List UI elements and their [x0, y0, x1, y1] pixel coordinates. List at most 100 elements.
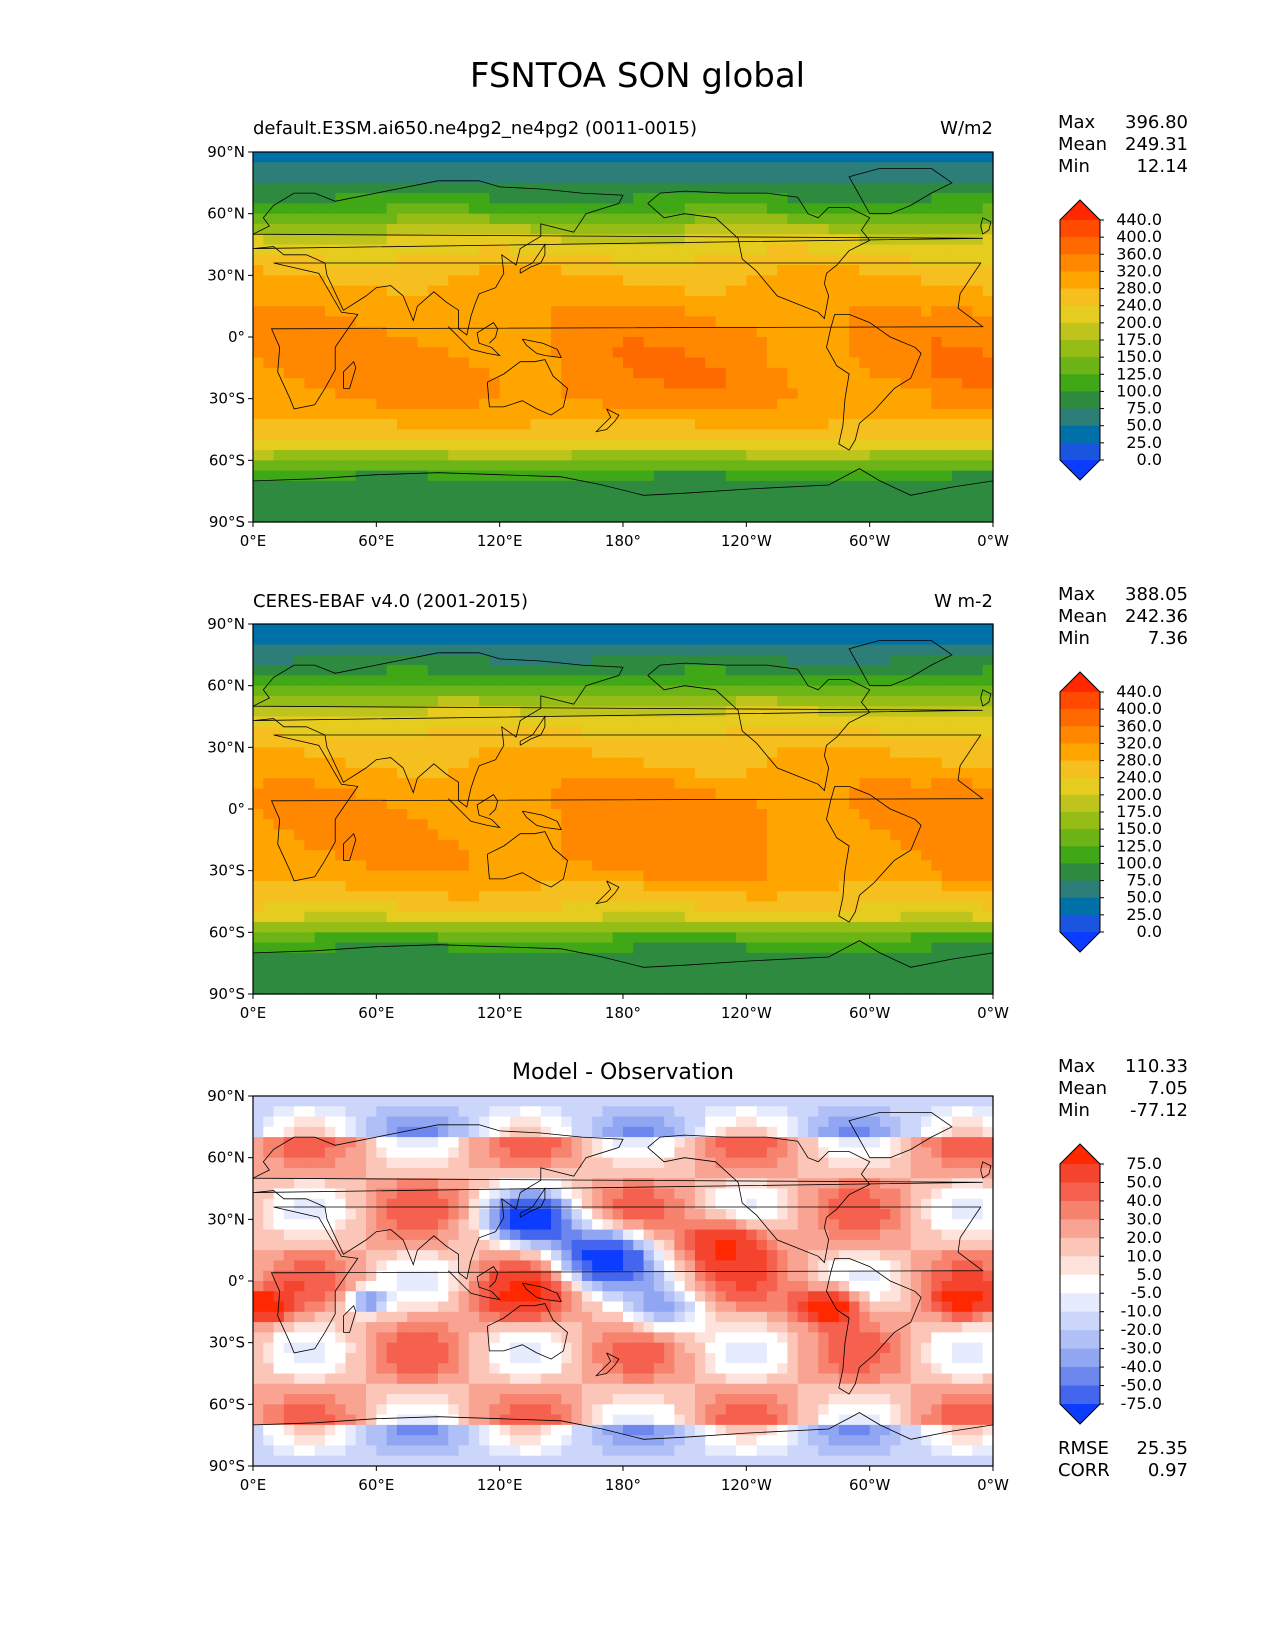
field-cell [314, 234, 326, 246]
field-cell [849, 511, 860, 523]
field-cell [633, 295, 645, 307]
field-cell [684, 654, 696, 666]
field-cell [304, 398, 316, 410]
field-cell [766, 347, 778, 359]
field-cell [746, 634, 758, 646]
field-cell [623, 685, 634, 697]
field-cell [838, 922, 850, 933]
field-cell [561, 480, 573, 492]
field-cell [951, 634, 963, 646]
field-cell [921, 162, 932, 174]
field-cell [623, 316, 634, 328]
field-cell [982, 511, 994, 523]
field-cell [869, 850, 881, 861]
field-cell [489, 295, 501, 307]
field-cell [427, 644, 439, 656]
field-cell [777, 357, 789, 369]
field-cell [900, 880, 912, 892]
field-cell [787, 695, 799, 707]
field-cell [777, 193, 789, 204]
max-value: 388.05 [1125, 584, 1188, 605]
field-cell [777, 624, 789, 635]
field-cell [653, 716, 665, 728]
field-cell [869, 244, 881, 256]
field-cell [879, 695, 891, 707]
field-cell [910, 182, 922, 194]
field-cell [808, 665, 819, 676]
field-cell [499, 265, 511, 276]
field-cell [643, 450, 655, 461]
colorbar-top-extension [1060, 200, 1100, 220]
field-cell [941, 901, 953, 913]
field-cell [448, 829, 460, 841]
field-cell [283, 839, 295, 851]
field-cell [674, 419, 686, 431]
field-cell [746, 367, 758, 379]
field-cell [746, 891, 758, 903]
field-cell [797, 685, 809, 697]
field-cell [458, 347, 470, 359]
field-cell [551, 644, 562, 656]
field-cell [273, 316, 285, 328]
field-cell [715, 942, 727, 954]
field-cell [571, 172, 583, 184]
field-cell [623, 634, 634, 646]
field-cell [417, 624, 429, 635]
field-cell [294, 316, 305, 328]
field-cell [355, 624, 367, 635]
field-cell [263, 511, 275, 523]
field-cell [746, 747, 758, 759]
field-cell [273, 244, 285, 256]
field-cell [366, 654, 377, 666]
field-cell [931, 778, 943, 790]
field-cell [705, 285, 717, 297]
field-cell [479, 870, 490, 882]
field-cell [438, 419, 449, 431]
field-cell [427, 870, 439, 882]
field-cell [561, 337, 573, 348]
field-cell [910, 213, 922, 225]
field-cell [438, 172, 449, 184]
field-cell [427, 829, 439, 841]
field-cell [777, 880, 789, 892]
field-cell [725, 726, 737, 738]
field-cell [777, 737, 789, 748]
field-cell [736, 716, 747, 728]
field-cell [787, 870, 799, 882]
field-cell [725, 367, 737, 379]
field-cell [283, 347, 295, 359]
field-cell [715, 408, 727, 420]
field-cell [355, 450, 367, 461]
field-cell [838, 357, 850, 369]
field-cell [376, 470, 388, 482]
field-cell [921, 337, 932, 348]
field-cell [941, 337, 953, 348]
field-cell [283, 357, 295, 369]
field-cell [643, 367, 655, 379]
field-cell [643, 870, 655, 882]
field-cell [263, 624, 275, 635]
field-cell [756, 223, 768, 235]
field-cell [335, 275, 347, 287]
field-cell [540, 254, 552, 266]
field-cell [694, 624, 706, 635]
field-cell [705, 182, 717, 194]
field-cell [479, 788, 490, 800]
field-cell [468, 491, 480, 503]
field-cell [602, 757, 614, 769]
field-cell [396, 450, 408, 461]
field-cell [643, 809, 655, 820]
field-cell [283, 470, 295, 482]
field-cell [438, 870, 449, 882]
field-cell [417, 223, 429, 235]
field-cell [396, 326, 408, 338]
field-cell [520, 870, 532, 882]
field-cell [386, 891, 398, 903]
field-cell [664, 654, 675, 666]
field-cell [376, 850, 388, 861]
field-cell [520, 829, 532, 841]
field-cell [797, 716, 809, 728]
field-cell [921, 182, 932, 194]
field-cell [612, 675, 624, 687]
field-cell [294, 860, 305, 872]
